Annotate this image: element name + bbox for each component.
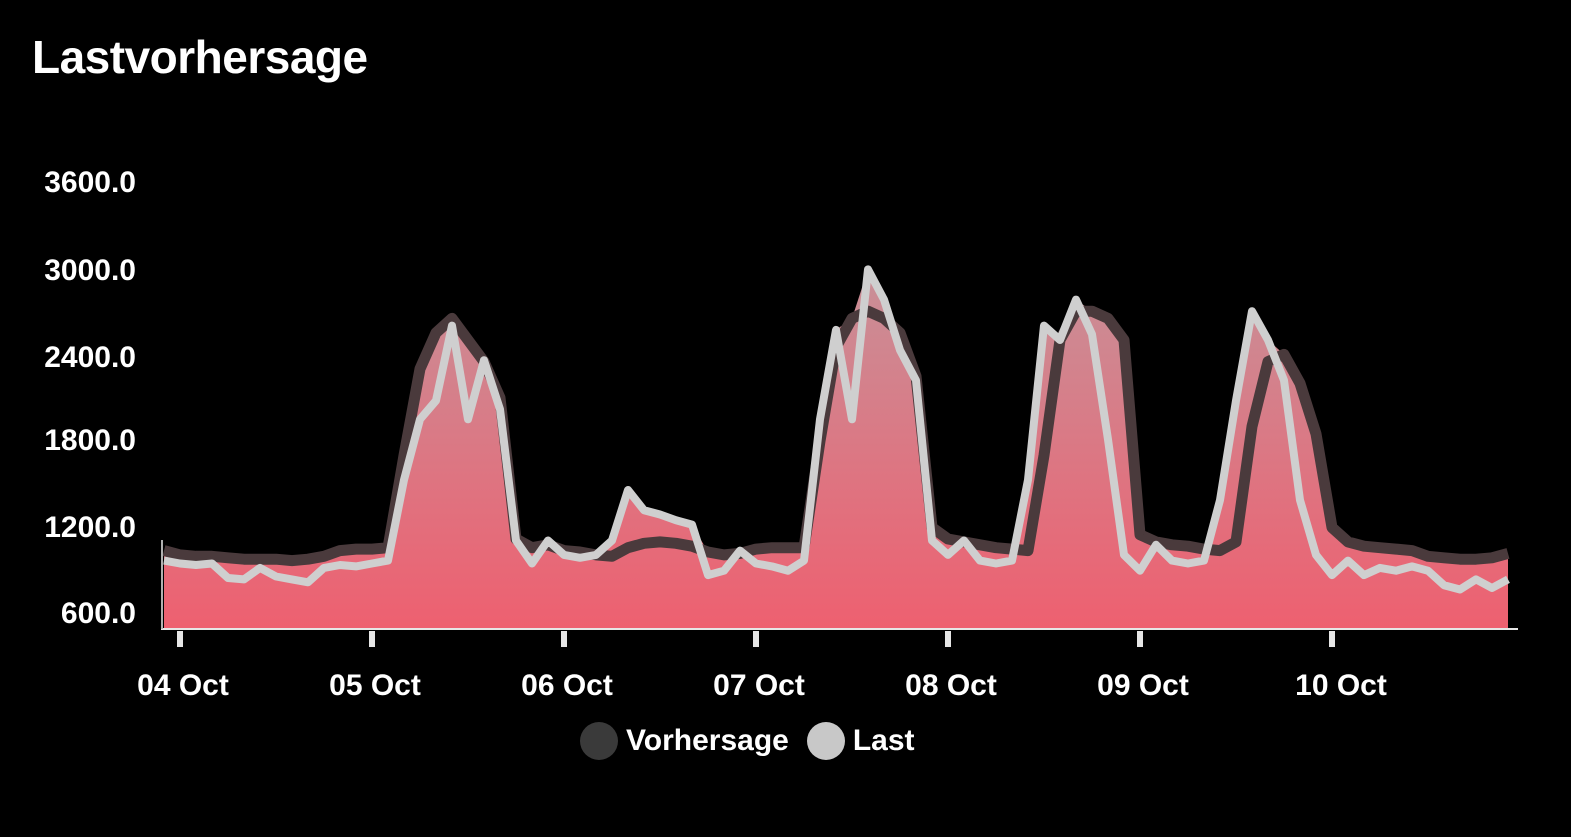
x-tick-mark <box>753 631 759 647</box>
y-tick-label: 1800.0 <box>44 424 136 457</box>
x-tick-mark <box>1137 631 1143 647</box>
y-tick-label: 3600.0 <box>44 166 136 199</box>
x-tick-mark <box>1329 631 1335 647</box>
legend-item-last[interactable]: Last <box>806 722 915 760</box>
x-tick-label: 10 Oct <box>1295 669 1387 702</box>
legend-item-vorhersage[interactable]: Vorhersage <box>580 722 789 760</box>
x-tick-mark <box>177 631 183 647</box>
legend-label: Vorhersage <box>626 724 789 757</box>
legend-label: Last <box>852 724 915 757</box>
x-tick-mark <box>561 631 567 647</box>
area-fill <box>164 269 1508 629</box>
y-tick-label: 2400.0 <box>44 341 136 374</box>
legend-dot-icon <box>580 722 618 760</box>
x-tick-label: 07 Oct <box>713 669 805 702</box>
x-tick-label: 04 Oct <box>137 669 229 702</box>
x-tick-label: 05 Oct <box>329 669 421 702</box>
y-tick-label: 1200.0 <box>44 511 136 544</box>
x-tick-mark <box>945 631 951 647</box>
y-tick-label: 3000.0 <box>44 254 136 287</box>
legend: Vorhersage Last <box>580 722 915 760</box>
x-tick-mark <box>369 631 375 647</box>
chart-title: Lastvorhersage <box>32 31 368 83</box>
load-line <box>163 265 1510 594</box>
y-tick-label: 600.0 <box>60 597 136 630</box>
x-tick-label: 06 Oct <box>521 669 613 702</box>
x-tick-label: 09 Oct <box>1097 669 1189 702</box>
x-tick-label: 08 Oct <box>905 669 997 702</box>
legend-dot-icon <box>806 722 845 760</box>
x-ticks <box>177 631 1335 647</box>
